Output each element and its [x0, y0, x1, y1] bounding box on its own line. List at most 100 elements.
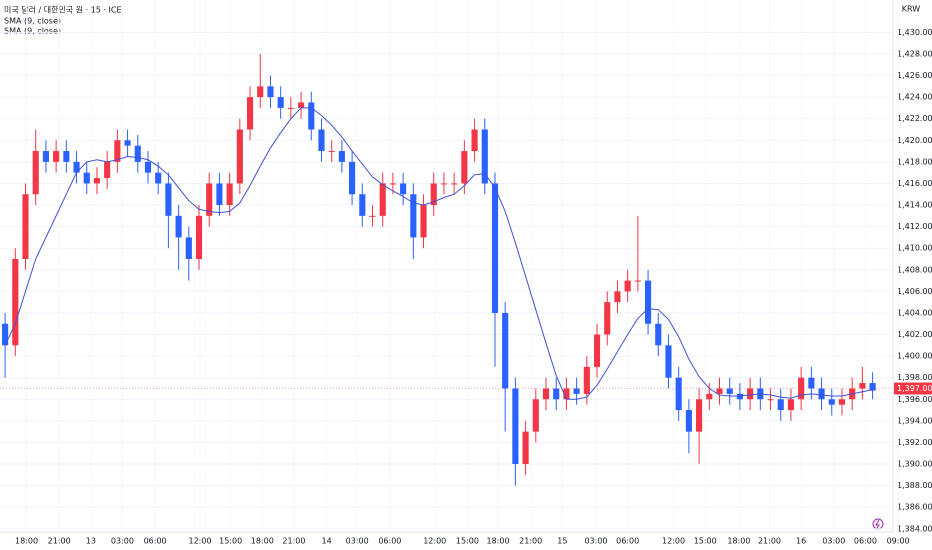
candle-body [777, 399, 784, 411]
candle-body [532, 399, 539, 432]
x-tick-label: 13 [86, 537, 96, 546]
candle-body [308, 102, 315, 130]
y-tick-label: 1,414.00 [897, 201, 932, 210]
legend-entry: SMA (9, close) [4, 17, 61, 26]
candle-body [165, 183, 172, 216]
candle-body [338, 151, 345, 162]
y-tick-label: 1,426.00 [897, 71, 932, 80]
candle-body [195, 215, 203, 259]
icon-bolt [875, 519, 880, 529]
candle-body [859, 383, 866, 389]
candle-body [838, 399, 846, 405]
candle-body [42, 151, 49, 162]
candle-body [553, 388, 560, 400]
candle-body [451, 183, 458, 185]
x-tick-label: 06:00 [378, 537, 401, 546]
x-tick-label: 18:00 [727, 537, 750, 546]
x-tick-label: 06:00 [144, 537, 167, 546]
y-tick-label: 1,422.00 [897, 114, 932, 123]
y-tick-label: 1,400.00 [897, 352, 932, 361]
candle-body [563, 388, 570, 400]
candle-body [63, 151, 70, 162]
y-tick-label: 1,388.00 [897, 481, 932, 490]
x-tick-label: 15:00 [219, 537, 242, 546]
candle-body [522, 431, 529, 465]
candle-body [32, 151, 39, 195]
candle-body [583, 366, 590, 394]
x-tick-label: 12:00 [662, 537, 685, 546]
candle-body [83, 172, 90, 184]
candle-body [798, 377, 805, 400]
candle-body [246, 97, 254, 130]
x-tick-label: 21:00 [48, 537, 71, 546]
candle-body [144, 161, 152, 173]
candle-body [706, 393, 713, 400]
legend-entry: SMA (9, close) [4, 27, 61, 36]
sma-line [4, 107, 873, 400]
candle-body [318, 129, 325, 152]
candle-body [369, 215, 376, 217]
x-tick-label: 21:00 [758, 537, 781, 546]
candle-body [542, 388, 550, 400]
candle-body [287, 107, 294, 109]
y-tick-label: 1,384.00 [897, 524, 932, 533]
candle-body [645, 280, 652, 324]
x-tick-label: 06:00 [854, 537, 877, 546]
candle-body [573, 388, 580, 394]
candle-body [389, 183, 396, 185]
candle-body [155, 172, 162, 184]
candle-body [808, 377, 815, 389]
candle-body [430, 183, 437, 206]
candle-body [481, 129, 488, 184]
y-tick-label: 1,420.00 [897, 136, 932, 145]
candle-body [104, 161, 111, 179]
x-tick-label: 21:00 [519, 537, 542, 546]
candle-body [624, 280, 631, 292]
x-tick-label: 03:00 [822, 537, 845, 546]
x-tick-label: 21:00 [282, 537, 305, 546]
candle-body [818, 388, 825, 400]
candle-body [604, 302, 611, 335]
y-tick-label: 1,394.00 [897, 416, 932, 425]
x-tick-label: 03:00 [584, 537, 607, 546]
candle-body [440, 183, 448, 185]
candle-body [400, 183, 407, 195]
y-tick-label: 1,402.00 [897, 330, 932, 339]
candle-body [491, 183, 499, 313]
candle-body [410, 194, 417, 238]
candle-body [216, 183, 223, 206]
candle-body [349, 161, 356, 195]
x-tick-label: 18:00 [487, 537, 510, 546]
candle-body [379, 183, 386, 216]
candle-body [726, 388, 733, 394]
last-price-label: 1,397.00 [897, 384, 932, 393]
x-tick-label: 15:00 [694, 537, 717, 546]
last-price-box [894, 382, 932, 395]
candle-body [747, 388, 754, 400]
candle-body [461, 151, 468, 184]
x-tick-label: 03:00 [346, 537, 369, 546]
x-tick-label: 16 [796, 537, 806, 546]
candle-body [736, 393, 743, 400]
x-tick-label: 09:00 [887, 537, 910, 546]
currency-label: KRW [902, 5, 920, 14]
y-tick-label: 1,406.00 [897, 287, 932, 296]
candle-body [257, 86, 264, 98]
candle-body [134, 145, 141, 162]
candle-body [114, 140, 121, 162]
candle-body [277, 97, 284, 108]
x-tick-label: 18:00 [251, 537, 274, 546]
candle-body [328, 151, 335, 153]
candle-body [420, 205, 427, 238]
candle-body [716, 388, 723, 394]
candle-body [12, 258, 19, 346]
candle-body [665, 345, 672, 378]
candle-body [696, 399, 703, 432]
y-tick-label: 1,404.00 [897, 308, 932, 317]
y-tick-label: 1,416.00 [897, 179, 932, 188]
candle-body [828, 399, 835, 405]
candle-body [787, 399, 795, 411]
x-tick-label: 12:00 [189, 537, 212, 546]
